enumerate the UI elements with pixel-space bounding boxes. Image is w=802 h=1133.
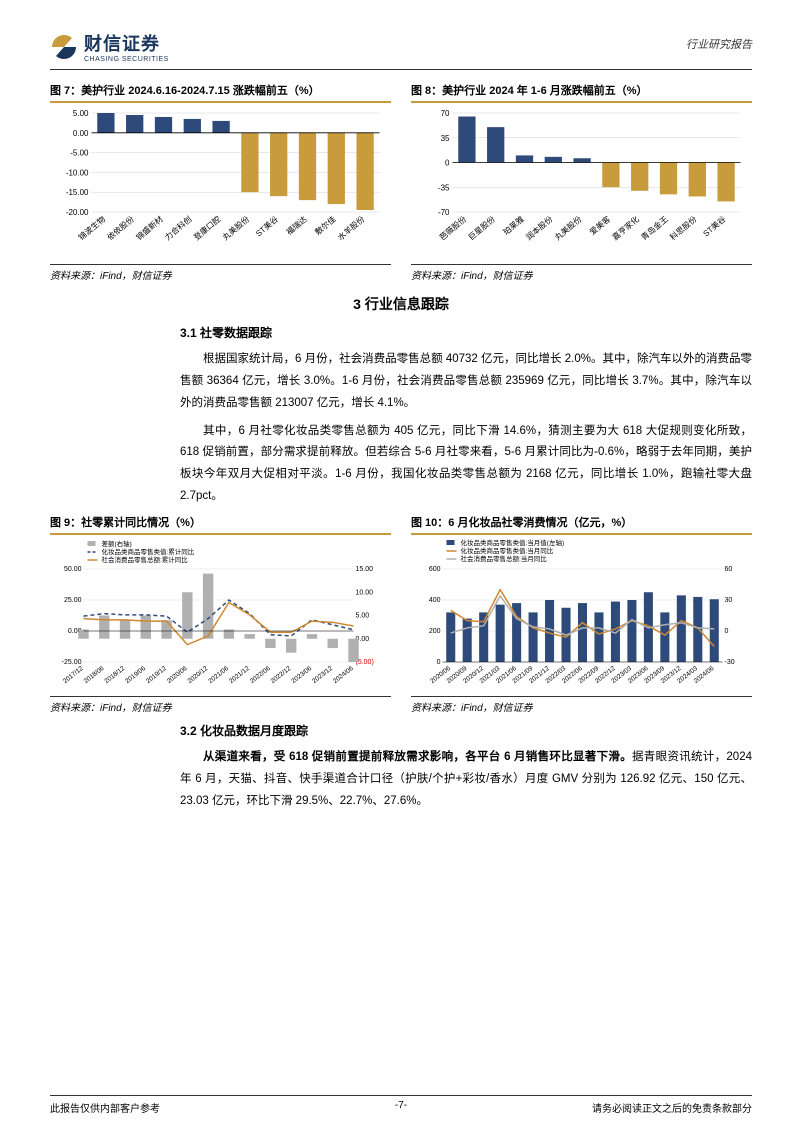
paragraph-3: 从渠道来看，受 618 促销前置提前释放需求影响，各平台 6 月销售环比显著下滑…: [180, 747, 752, 813]
svg-text:ST美谷: ST美谷: [701, 214, 728, 239]
chart-8-title: 图 8：美护行业 2024 年 1-6 月涨跌幅前五（%）: [411, 82, 752, 103]
svg-text:2024/06: 2024/06: [332, 665, 355, 685]
svg-text:-30: -30: [725, 659, 735, 666]
chart-8: 图 8：美护行业 2024 年 1-6 月涨跌幅前五（%） 70 35 0 -35 -7…: [411, 82, 752, 282]
svg-text:2017/12: 2017/12: [62, 665, 85, 685]
svg-text:2018/06: 2018/06: [83, 665, 106, 685]
svg-text:2019/12: 2019/12: [145, 665, 168, 685]
report-type: 行业研究报告: [686, 36, 752, 52]
chart-9: 图 9：社零累计同比情况（%） 差额(右轴)化妆品类商品零售类值:累计同比社会消…: [50, 514, 391, 714]
chart-row-2: 图 9：社零累计同比情况（%） 差额(右轴)化妆品类商品零售类值:累计同比社会消…: [50, 514, 752, 714]
svg-text:巨星股份: 巨星股份: [466, 214, 497, 242]
svg-text:0: 0: [725, 628, 729, 635]
svg-text:60: 60: [725, 566, 733, 573]
brand-en: CHASING SECURITIES: [84, 56, 169, 63]
svg-text:-70: -70: [438, 208, 450, 217]
svg-text:科思股份: 科思股份: [668, 214, 699, 242]
svg-text:2021/06: 2021/06: [207, 665, 230, 685]
footer-right: 请务必阅读正文之后的免责条款部分: [592, 1100, 752, 1115]
svg-text:锦盛新材: 锦盛新材: [134, 214, 165, 242]
svg-text:25.00: 25.00: [64, 597, 82, 604]
svg-text:嘉亨家化: 嘉亨家化: [610, 214, 641, 242]
svg-text:0.00: 0.00: [73, 129, 89, 138]
section-3-1-heading: 3.1 社零数据跟踪: [180, 324, 752, 341]
brand-cn: 财信证券: [84, 30, 169, 56]
svg-text:2018/12: 2018/12: [103, 665, 126, 685]
svg-text:2022/06: 2022/06: [249, 665, 272, 685]
chart-7-source: 资料来源：iFind，财信证券: [50, 264, 391, 282]
section-3-heading: 3 行业信息跟踪: [50, 294, 752, 314]
svg-text:0: 0: [445, 159, 450, 168]
svg-text:-5.00: -5.00: [70, 149, 89, 158]
svg-text:600: 600: [429, 566, 441, 573]
paragraph-3-lead: 从渠道来看，受 618 促销前置提前释放需求影响，各平台 6 月销售环比显著下滑…: [203, 751, 632, 763]
chart-9-source: 资料来源：iFind，财信证券: [50, 696, 391, 714]
svg-text:化妆品类商品零售类值:累计同比: 化妆品类商品零售类值:累计同比: [102, 547, 195, 556]
svg-text:2023/06: 2023/06: [290, 665, 313, 685]
svg-text:登康口腔: 登康口腔: [191, 214, 222, 242]
chart-10-source: 资料来源：iFind，财信证券: [411, 696, 752, 714]
svg-text:2022/12: 2022/12: [270, 665, 293, 685]
svg-text:50.00: 50.00: [64, 566, 82, 573]
svg-text:差额(右轴): 差额(右轴): [102, 539, 132, 548]
svg-text:力合科创: 力合科创: [163, 214, 194, 242]
svg-text:10.00: 10.00: [356, 589, 374, 596]
svg-text:-20.00: -20.00: [66, 208, 89, 217]
paragraph-1: 根据国家统计局，6 月份，社会消费品零售总额 40732 亿元，同比增长 2.0…: [180, 349, 752, 415]
svg-text:化妆品类商品零售类值:当月值(左轴): 化妆品类商品零售类值:当月值(左轴): [461, 539, 565, 547]
chart-7: 图 7：美护行业 2024.6.16-2024.7.15 涨跌幅前五（%） 5.…: [50, 82, 391, 282]
chart-9-title: 图 9：社零累计同比情况（%）: [50, 514, 391, 535]
page: 财信证券 CHASING SECURITIES 行业研究报告 图 7：美护行业 …: [0, 0, 802, 1133]
svg-text:福瑞达: 福瑞达: [284, 214, 309, 237]
svg-text:芭薇股份: 芭薇股份: [437, 214, 468, 242]
logo: 财信证券 CHASING SECURITIES: [50, 30, 169, 63]
svg-text:400: 400: [429, 597, 441, 604]
chart-10: 图 10：6 月化妆品社零消费情况（亿元，%） 化妆品类商品零售类值:当月值(左…: [411, 514, 752, 714]
svg-text:2020/06: 2020/06: [166, 665, 189, 685]
svg-text:社会消费品零售总额:累计同比: 社会消费品零售总额:累计同比: [102, 555, 189, 564]
svg-text:5.00: 5.00: [356, 612, 370, 619]
chart-row-1: 图 7：美护行业 2024.6.16-2024.7.15 涨跌幅前五（%） 5.…: [50, 82, 752, 282]
footer-page: -7-: [395, 1100, 407, 1111]
footer: 此报告仅供内部客户参考 -7- 请务必阅读正文之后的免责条款部分: [50, 1095, 752, 1115]
svg-text:珀莱雅: 珀莱雅: [501, 214, 526, 237]
svg-text:2020/12: 2020/12: [187, 665, 210, 685]
paragraph-2: 其中，6 月社零化妆品类零售总额为 405 亿元，同比下滑 14.6%，猜测主要…: [180, 421, 752, 508]
svg-text:社会消费品零售总额:当月同比: 社会消费品零售总额:当月同比: [461, 554, 548, 563]
svg-text:依依股份: 依依股份: [105, 214, 136, 242]
svg-text:70: 70: [441, 109, 450, 118]
chart-7-title: 图 7：美护行业 2024.6.16-2024.7.15 涨跌幅前五（%）: [50, 82, 391, 103]
svg-text:15.00: 15.00: [356, 566, 374, 573]
svg-text:敷尔佳: 敷尔佳: [313, 214, 338, 237]
svg-text:-15.00: -15.00: [66, 188, 89, 197]
svg-text:锦波生物: 锦波生物: [76, 214, 107, 242]
svg-text:丸美股份: 丸美股份: [552, 214, 583, 242]
section-3-2-heading: 3.2 化妆品数据月度跟踪: [180, 722, 752, 739]
svg-text:ST美谷: ST美谷: [253, 214, 280, 239]
svg-text:30: 30: [725, 597, 733, 604]
svg-text:水羊股份: 水羊股份: [335, 214, 366, 242]
svg-text:爱美客: 爱美客: [587, 214, 612, 237]
svg-text:2021/12: 2021/12: [228, 665, 251, 685]
svg-text:2019/06: 2019/06: [124, 665, 147, 685]
svg-text:润本股份: 润本股份: [524, 214, 555, 242]
chart-8-source: 资料来源：iFind，财信证券: [411, 264, 752, 282]
svg-text:0: 0: [437, 659, 441, 666]
svg-text:-35: -35: [438, 183, 450, 192]
svg-text:-25.00: -25.00: [62, 659, 82, 666]
svg-text:5.00: 5.00: [73, 109, 89, 118]
logo-icon: [50, 33, 78, 61]
chart-10-title: 图 10：6 月化妆品社零消费情况（亿元，%）: [411, 514, 752, 535]
svg-text:-10.00: -10.00: [66, 168, 89, 177]
svg-text:丸美股份: 丸美股份: [220, 214, 251, 242]
svg-text:2023/12: 2023/12: [311, 665, 334, 685]
svg-text:35: 35: [441, 134, 450, 143]
svg-text:化妆品类商品零售类值:当月同比: 化妆品类商品零售类值:当月同比: [461, 546, 554, 555]
svg-text:青岛金王: 青岛金王: [639, 214, 670, 242]
svg-text:200: 200: [429, 628, 441, 635]
header: 财信证券 CHASING SECURITIES 行业研究报告: [50, 30, 752, 70]
footer-left: 此报告仅供内部客户参考: [50, 1100, 160, 1115]
